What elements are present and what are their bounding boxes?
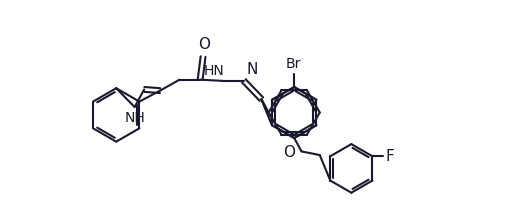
Text: O: O xyxy=(198,37,210,52)
Text: HN: HN xyxy=(204,64,224,78)
Text: NH: NH xyxy=(124,111,145,125)
Text: Br: Br xyxy=(285,57,301,71)
Text: N: N xyxy=(247,62,258,77)
Text: O: O xyxy=(283,145,295,160)
Text: F: F xyxy=(386,149,394,164)
